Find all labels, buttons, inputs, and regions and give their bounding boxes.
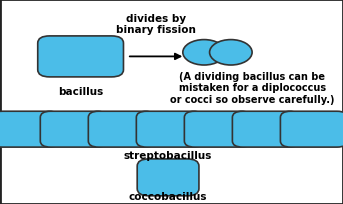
FancyBboxPatch shape (280, 112, 343, 147)
FancyBboxPatch shape (0, 112, 59, 147)
Text: (A dividing bacillus can be
mistaken for a diplococcus
or cocci so observe caref: (A dividing bacillus can be mistaken for… (170, 71, 334, 104)
FancyBboxPatch shape (185, 112, 251, 147)
FancyBboxPatch shape (137, 112, 203, 147)
FancyBboxPatch shape (38, 37, 123, 78)
FancyBboxPatch shape (137, 159, 199, 196)
Circle shape (183, 40, 225, 66)
FancyBboxPatch shape (40, 112, 107, 147)
Text: divides by
binary fission: divides by binary fission (116, 14, 196, 35)
FancyBboxPatch shape (233, 112, 299, 147)
Circle shape (210, 40, 252, 66)
Text: coccobacillus: coccobacillus (129, 191, 207, 201)
Text: bacillus: bacillus (58, 87, 103, 97)
Text: streptobacillus: streptobacillus (124, 150, 212, 160)
FancyBboxPatch shape (88, 112, 155, 147)
